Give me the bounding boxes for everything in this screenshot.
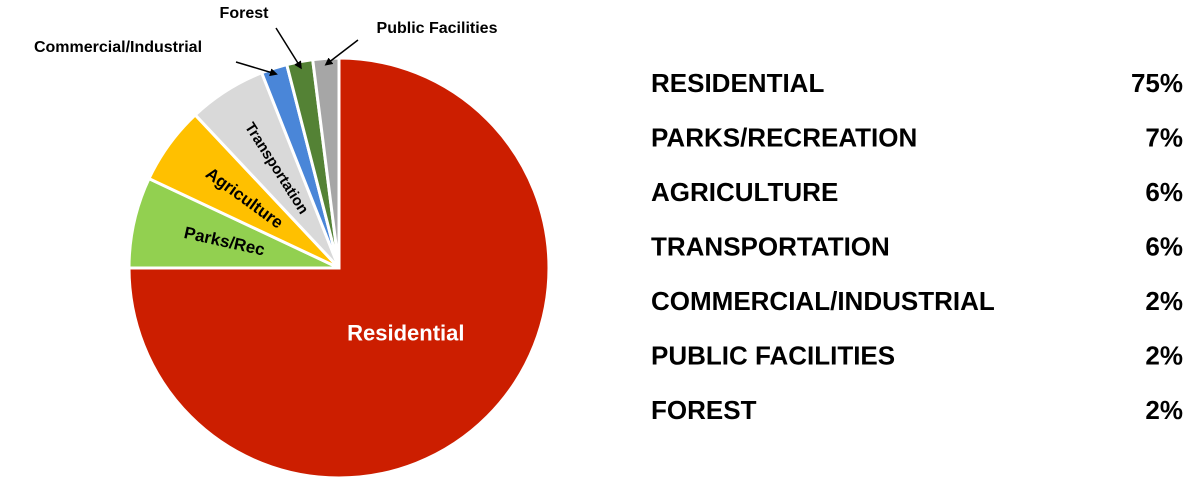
callout-arrow-forest [275,27,302,70]
callout-arrow-commercial-industrial [235,61,278,77]
table-value-public-facilities: 2% [1145,341,1183,371]
table-label-agriculture: AGRICULTURE [651,177,838,207]
table-value-commercial-industrial: 2% [1145,286,1183,316]
callout-label-commercial-industrial: Commercial/Industrial [34,39,202,56]
table-label-residential: RESIDENTIAL [651,68,824,98]
table-label-transportation: TRANSPORTATION [651,232,890,262]
callout-label-public-facilities: Public Facilities [377,20,498,37]
table-value-residential: 75% [1131,68,1183,98]
pie-slices [127,56,551,478]
table-value-forest: 2% [1145,395,1183,425]
slice-label-residential: Residential [347,321,464,346]
table-value-transportation: 6% [1145,232,1183,262]
table-value-parks-recreation: 7% [1145,123,1183,153]
table-label-forest: FOREST [651,395,757,425]
table-label-commercial-industrial: COMMERCIAL/INDUSTRIAL [651,286,995,316]
callout-label-forest: Forest [220,5,270,22]
callout-arrow-public-facilities [324,39,359,66]
table-label-parks-recreation: PARKS/RECREATION [651,123,917,153]
table-label-public-facilities: PUBLIC FACILITIES [651,341,895,371]
pie-callouts: Commercial/Industrial Forest Public Facili… [34,5,498,77]
pie-slice-residential [127,56,551,478]
table-value-agriculture: 6% [1145,177,1183,207]
percentage-table: RESIDENTIAL 75% PARKS/RECREATION 7% AGRICULT… [651,68,1183,425]
